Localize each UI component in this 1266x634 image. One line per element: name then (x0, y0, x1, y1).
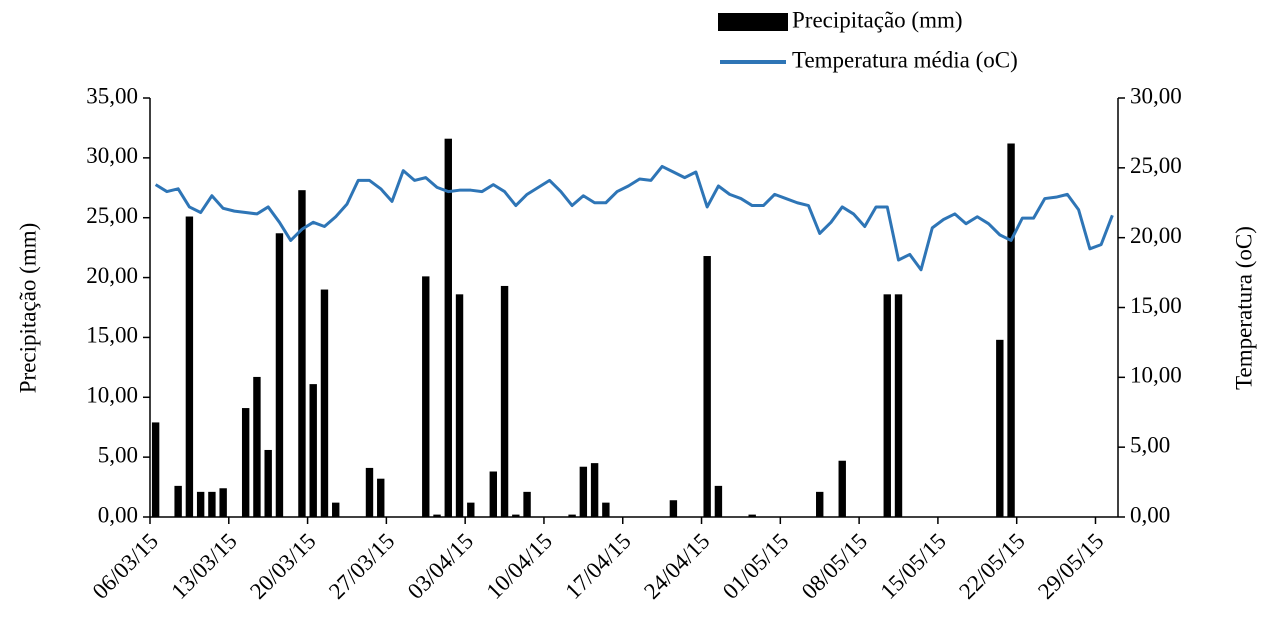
bar (590, 463, 599, 517)
y-tick-label: 20,00 (86, 263, 138, 288)
y2-tick-label: 15,00 (1130, 293, 1182, 318)
bar (253, 376, 261, 517)
bar (444, 138, 452, 517)
legend-swatch (718, 13, 788, 31)
x-tick-label: 06/03/15 (88, 529, 164, 605)
y2-tick-label: 5,00 (1130, 432, 1170, 457)
legend-label: Precipitação (mm) (792, 7, 963, 32)
bar (523, 491, 531, 517)
bar (196, 491, 205, 517)
bar (894, 294, 903, 517)
y-tick-label: 10,00 (86, 383, 138, 408)
bar (467, 502, 475, 517)
bar (602, 502, 610, 517)
x-tick-label: 20/03/15 (245, 529, 321, 605)
x-tick-label: 10/04/15 (482, 529, 558, 605)
y2-tick-label: 20,00 (1130, 223, 1182, 248)
y-tick-label: 25,00 (86, 203, 138, 228)
y2-tick-label: 25,00 (1130, 153, 1182, 178)
bar (365, 467, 374, 517)
bar (669, 500, 678, 517)
bar (422, 276, 430, 517)
y-tick-label: 30,00 (86, 143, 138, 168)
bar (219, 488, 227, 517)
bar (332, 502, 340, 517)
bar (320, 289, 329, 517)
bar (579, 466, 588, 517)
bar (174, 485, 182, 517)
bar (208, 491, 216, 517)
bar (816, 491, 824, 517)
bar (748, 514, 756, 517)
y-tick-label: 0,00 (98, 502, 138, 527)
bar (185, 216, 194, 517)
x-tick-label: 13/03/15 (167, 529, 243, 605)
x-tick-label: 22/05/15 (954, 529, 1030, 605)
bar (241, 408, 250, 517)
bar (1007, 143, 1015, 517)
bar (714, 485, 723, 517)
bar (703, 256, 711, 517)
x-tick-label: 24/04/15 (639, 529, 715, 605)
x-tick-label: 17/04/15 (561, 529, 637, 605)
bar (151, 422, 160, 517)
bar (377, 478, 385, 517)
y-axis-title: Precipitação (mm) (15, 223, 40, 394)
bar (455, 294, 464, 517)
bar (883, 294, 891, 517)
y2-axis-title: Temperatura (oC) (1231, 226, 1256, 390)
bar (512, 514, 520, 517)
y-tick-label: 15,00 (86, 323, 138, 348)
bar (568, 514, 576, 517)
x-tick-label: 03/04/15 (403, 529, 479, 605)
y2-tick-label: 30,00 (1130, 83, 1182, 108)
bar (838, 460, 846, 517)
y-tick-label: 5,00 (98, 442, 138, 467)
x-tick-label: 08/05/15 (797, 529, 873, 605)
x-tick-label: 01/05/15 (718, 529, 794, 605)
temperature-line (154, 164, 1114, 272)
bar (489, 471, 498, 517)
y2-tick-label: 0,00 (1130, 502, 1170, 527)
x-tick-label: 29/05/15 (1033, 529, 1109, 605)
bar (309, 384, 317, 517)
bar (298, 190, 306, 517)
bar (433, 514, 441, 517)
x-tick-label: 27/03/15 (324, 529, 400, 605)
x-tick-label: 15/05/15 (876, 529, 952, 605)
bar (996, 339, 1004, 517)
y-tick-label: 35,00 (86, 83, 138, 108)
bar (264, 449, 272, 517)
y2-tick-label: 10,00 (1130, 363, 1182, 388)
bar (500, 285, 509, 517)
bar (275, 233, 284, 517)
legend-label: Temperatura média (oC) (792, 47, 1018, 72)
